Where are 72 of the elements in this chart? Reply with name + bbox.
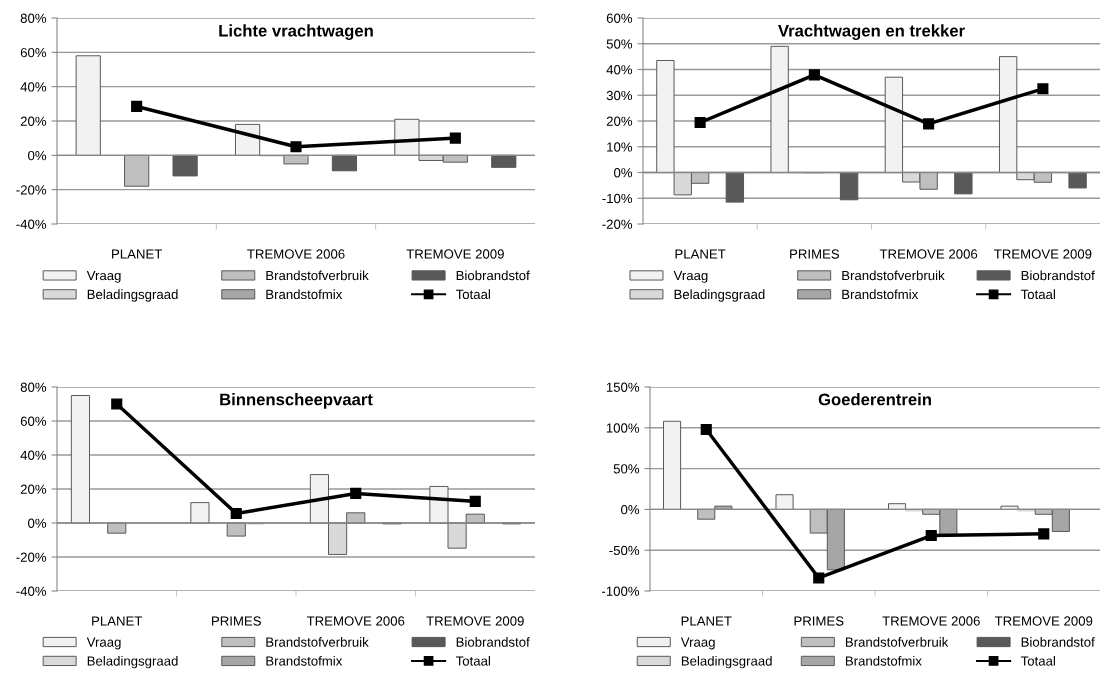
y-tick-label: 50% [613,464,640,474]
legend-label: Brandstofverbruik [266,270,369,281]
x-tick-label: TREMOVE 2009 [994,249,1092,259]
x-tick-label: TREMOVE 2006 [879,249,978,259]
x-tick-label: PLANET [92,616,143,626]
x-tick-label: TREMOVE 2009 [994,616,1093,626]
y-tick-label: 30% [606,90,633,101]
y-tick-label: 20% [606,116,633,126]
y-tick-label: -10% [602,193,633,204]
legend-label: Brandstofmix [845,655,922,666]
y-tick-label: 150% [606,382,640,392]
y-tick-label: 20% [20,116,47,126]
y-tick-label: 60% [606,13,633,23]
legend-label: Totaal [455,655,490,666]
legend-label: Beladingsgraad [87,289,178,302]
y-tick-label: -40% [16,586,47,596]
legend-label: Brandstofmix [842,289,919,300]
y-tick-label: 0% [28,150,47,161]
legend-label: Brandstofverbruik [266,637,369,647]
y-tick-label: 50% [606,39,633,49]
y-tick-label: -20% [602,219,633,229]
y-tick-label: 0% [621,504,640,515]
chart-title: Lichte vrachtwagen [219,24,373,40]
x-tick-label: TREMOVE 2009 [406,249,504,259]
y-tick-label: 60% [20,416,47,426]
x-tick-label: TREMOVE 2006 [247,249,345,259]
legend-label: Vraag [86,637,121,650]
x-tick-label: TREMOVE 2009 [426,616,524,626]
chart-title: Goederentrein [818,393,931,406]
legend-label: Brandstofmix [266,655,343,666]
legend-label: Biobrandstof [1021,270,1095,281]
y-tick-label: -20% [16,185,47,195]
y-tick-label: 20% [20,484,47,494]
y-tick-label: 80% [20,382,47,392]
legend-label: Biobrandstof [1021,637,1095,647]
legend-label: Brandstofverbruik [842,270,945,281]
chart-title: Binnenscheepvaart [220,393,373,409]
y-tick-label: -100% [602,586,640,596]
legend-label: Beladingsgraad [87,655,178,669]
y-tick-label: -40% [16,219,47,229]
chart-title: Vrachtwagen en trekker [778,24,965,40]
legend-label: Totaal [1020,655,1055,666]
x-tick-label: PRIMES [794,616,844,626]
x-tick-label: PRIMES [790,249,840,259]
legend-label: Vraag [673,270,708,283]
y-tick-label: 40% [20,450,47,460]
y-tick-label: 0% [614,168,633,178]
x-tick-label: TREMOVE 2006 [882,616,980,626]
y-tick-label: 40% [20,82,47,92]
x-tick-label: PRIMES [212,616,261,626]
legend-label: Beladingsgraad [674,289,765,302]
legend-label: Biobrandstof [456,637,530,647]
legend-label: Vraag [86,270,121,283]
legend-label: Brandstofverbruik [845,637,949,647]
x-tick-label: PLANET [112,249,163,259]
legend-label: Beladingsgraad [681,655,772,669]
legend-label: Totaal [455,289,490,300]
y-tick-label: 40% [606,65,633,75]
y-tick-label: -20% [16,552,47,562]
legend-label: Biobrandstof [456,270,530,281]
y-tick-label: 0% [28,518,47,528]
y-tick-label: 100% [606,423,640,433]
y-tick-label: -50% [609,545,640,556]
y-tick-label: 60% [20,47,47,58]
legend-label: Vraag [680,637,715,650]
x-tick-label: PLANET [675,249,726,259]
x-tick-label: TREMOVE 2006 [306,616,405,626]
y-tick-label: 80% [20,13,47,23]
y-tick-label: 10% [607,142,633,152]
legend-label: Totaal [1020,289,1055,300]
legend-label: Brandstofmix [266,289,343,300]
x-tick-label: PLANET [681,616,732,626]
